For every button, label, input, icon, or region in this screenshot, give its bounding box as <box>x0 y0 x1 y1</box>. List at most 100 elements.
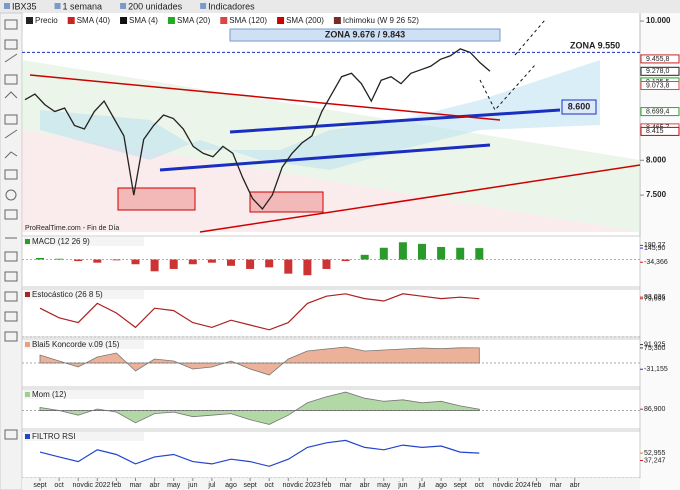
panel-title: FILTRO RSI <box>32 432 75 441</box>
histogram-bar <box>456 247 465 260</box>
x-tick-label: jul <box>207 482 215 489</box>
x-tick-label: sept <box>243 482 256 489</box>
x-tick-label: mar <box>129 482 142 489</box>
toolbar-icon <box>200 3 207 9</box>
x-tick-label: abr <box>570 482 581 489</box>
histogram-bar <box>437 246 446 260</box>
x-tick-label: feb <box>322 482 332 489</box>
y-tick-label: 8.000 <box>646 155 667 164</box>
histogram-bar <box>398 242 407 260</box>
histogram-bar <box>379 247 388 260</box>
panel-value-label: 86,900 <box>644 406 666 413</box>
x-tick-label: abr <box>150 482 161 489</box>
x-tick-label: mar <box>340 482 353 489</box>
histogram-bar <box>74 259 83 262</box>
legend-label: SMA (40) <box>77 16 111 25</box>
legend-swatch <box>26 17 33 24</box>
support-box <box>249 191 324 213</box>
x-tick-label: may <box>167 482 181 489</box>
toolbar-button[interactable]: 1 semana <box>63 1 103 11</box>
histogram-bar <box>169 259 178 269</box>
x-tick-label: may <box>377 482 391 489</box>
panel-value-label: 145,90 <box>644 245 666 252</box>
panel-value-label: -31,155 <box>644 366 668 373</box>
panel <box>21 235 641 288</box>
trendline <box>29 74 501 121</box>
x-tick-label: oct <box>475 482 484 489</box>
price-tag <box>640 66 680 76</box>
panel-value-label: 180,27 <box>644 242 666 249</box>
annotation: ZONA 9.676 / 9.843 <box>325 29 405 39</box>
panel-icon <box>25 292 30 297</box>
legend-swatch <box>220 17 228 24</box>
histogram-bar <box>322 259 331 269</box>
histogram-bar <box>93 259 102 263</box>
x-tick-label: jul <box>417 482 425 489</box>
annotation-box <box>561 99 597 115</box>
x-tick-label: nov <box>283 482 295 489</box>
x-tick-label: jun <box>187 482 197 489</box>
histogram-bar <box>55 258 64 260</box>
support-box <box>117 187 196 211</box>
toolbar-button[interactable]: Indicadores <box>208 1 255 11</box>
y-tick-label: 10.000 <box>646 16 671 25</box>
price-label: 9.455,8 <box>646 56 669 63</box>
legend-swatch <box>167 17 175 24</box>
x-tick-label: jun <box>397 482 407 489</box>
panel-title-bg <box>24 290 144 299</box>
legend-label: SMA (20) <box>177 16 211 25</box>
indicator-line <box>39 293 480 331</box>
legend-label: SMA (4) <box>129 16 158 25</box>
panel-icon <box>25 342 30 347</box>
x-tick-label: dic 2022 <box>84 482 111 489</box>
x-tick-label: sept <box>33 482 46 489</box>
panel-title-bg <box>24 340 144 349</box>
legend-label: SMA (120) <box>229 16 267 25</box>
trendline <box>199 164 641 233</box>
histogram-bar <box>227 259 235 266</box>
price-tag <box>640 107 680 117</box>
price-tag <box>640 126 680 136</box>
panel-value-label: 91,925 <box>644 341 666 348</box>
panel-value-label: -34,366 <box>644 259 668 266</box>
side-icons <box>4 19 18 440</box>
panel-icon <box>25 434 30 439</box>
indicator-line <box>39 439 480 467</box>
panel-value-label: 79,693 <box>644 296 666 303</box>
panel-value-label: 75,300 <box>644 345 666 352</box>
histogram-bar <box>475 248 484 260</box>
histogram-bar <box>341 259 350 262</box>
panel-title-bg <box>24 432 144 441</box>
projection-arrow <box>514 19 546 56</box>
toolbar-button[interactable]: 200 unidades <box>128 1 183 11</box>
x-tick-label: mar <box>550 482 563 489</box>
histogram-bar <box>188 259 197 265</box>
x-axis <box>22 478 640 490</box>
legend-swatch <box>277 17 285 24</box>
panel-value-label: 37,247 <box>644 457 666 464</box>
annotation: ZONA 9.550 <box>570 40 620 50</box>
x-tick-label: abr <box>360 482 371 489</box>
x-tick-label: oct <box>54 482 63 489</box>
histogram-bar <box>131 259 140 265</box>
histogram-bar <box>112 259 121 261</box>
toolbar-button[interactable]: IBX35 <box>12 1 37 11</box>
trendline <box>229 108 561 134</box>
legend-label: Ichimoku (W 9 26 52) <box>343 16 419 25</box>
histogram-bar <box>303 259 312 276</box>
x-tick-label: ago <box>435 482 447 489</box>
x-tick-label: feb <box>112 482 122 489</box>
panel-title: Estocástico (26 8 5) <box>32 290 103 299</box>
y-tick-label: 7.500 <box>646 190 667 199</box>
toolbar-icon <box>54 3 61 9</box>
price-tag <box>640 81 680 91</box>
x-tick-label: ago <box>225 482 237 489</box>
price-label: 8.415 <box>646 128 664 135</box>
legend-label: Precio <box>35 16 58 25</box>
ichimoku-cloud <box>40 60 600 170</box>
price-label: 8.699,4 <box>646 108 669 115</box>
legend-label: SMA (200) <box>286 16 324 25</box>
x-tick-label: dic 2023 <box>294 482 321 489</box>
panel-title: Mom (12) <box>32 390 67 399</box>
legend-swatch <box>67 17 75 24</box>
